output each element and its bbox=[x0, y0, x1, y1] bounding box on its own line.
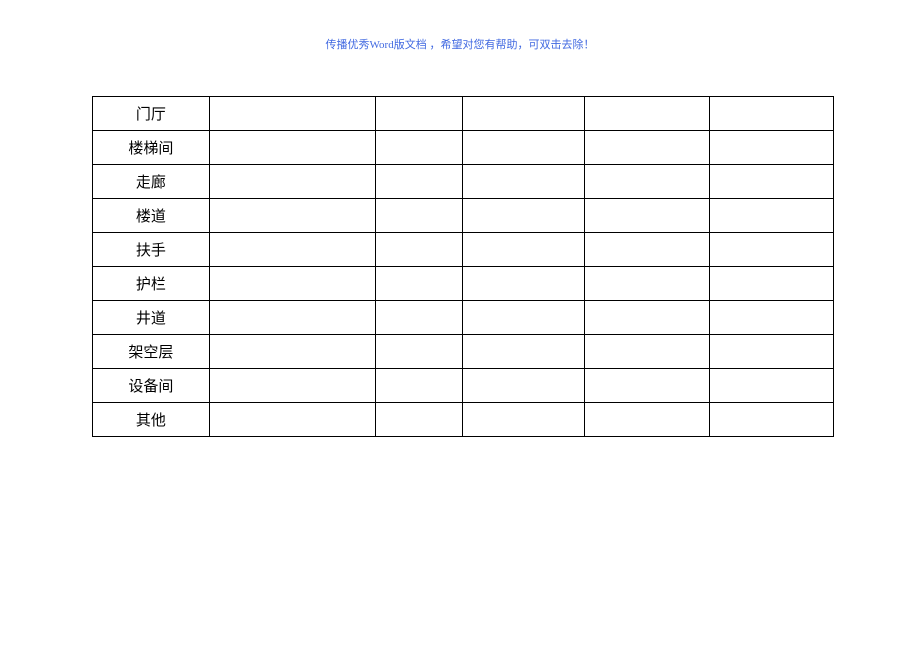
table-cell bbox=[585, 403, 710, 437]
row-label: 门厅 bbox=[93, 97, 210, 131]
table-cell bbox=[462, 267, 585, 301]
table-cell bbox=[710, 233, 834, 267]
table-cell bbox=[710, 403, 834, 437]
table-row: 楼梯间 bbox=[93, 131, 834, 165]
table-cell bbox=[462, 403, 585, 437]
table-cell bbox=[585, 165, 710, 199]
table-cell bbox=[209, 165, 375, 199]
table-cell bbox=[209, 267, 375, 301]
table-cell bbox=[710, 301, 834, 335]
table-cell bbox=[375, 403, 462, 437]
row-label: 楼梯间 bbox=[93, 131, 210, 165]
row-label: 架空层 bbox=[93, 335, 210, 369]
table-cell bbox=[209, 233, 375, 267]
table-cell bbox=[209, 369, 375, 403]
table-row: 护栏 bbox=[93, 267, 834, 301]
row-label: 井道 bbox=[93, 301, 210, 335]
table-body: 门厅 楼梯间 走廊 bbox=[93, 97, 834, 437]
header-text: 传播优秀Word版文档 ，希望对您有帮助，可双击去除！ bbox=[326, 36, 595, 52]
table-cell bbox=[585, 97, 710, 131]
table-cell bbox=[585, 335, 710, 369]
table-cell bbox=[209, 301, 375, 335]
table-cell bbox=[585, 199, 710, 233]
table-cell bbox=[462, 165, 585, 199]
table-cell bbox=[710, 267, 834, 301]
table-container: 门厅 楼梯间 走廊 bbox=[92, 96, 834, 437]
row-label: 走廊 bbox=[93, 165, 210, 199]
table-row: 架空层 bbox=[93, 335, 834, 369]
row-label: 其他 bbox=[93, 403, 210, 437]
table-cell bbox=[710, 97, 834, 131]
table-cell bbox=[375, 131, 462, 165]
table-cell bbox=[585, 369, 710, 403]
row-label: 护栏 bbox=[93, 267, 210, 301]
table-cell bbox=[462, 301, 585, 335]
table-cell bbox=[375, 335, 462, 369]
table-cell bbox=[209, 335, 375, 369]
table-cell bbox=[375, 267, 462, 301]
table-row: 门厅 bbox=[93, 97, 834, 131]
table-cell bbox=[375, 165, 462, 199]
table-cell bbox=[462, 233, 585, 267]
table-cell bbox=[710, 165, 834, 199]
table-cell bbox=[585, 301, 710, 335]
table-cell bbox=[585, 131, 710, 165]
table-cell bbox=[462, 369, 585, 403]
table-cell bbox=[585, 233, 710, 267]
table-cell bbox=[375, 199, 462, 233]
table-cell bbox=[710, 369, 834, 403]
table-row: 设备间 bbox=[93, 369, 834, 403]
table-cell bbox=[710, 335, 834, 369]
table-cell bbox=[462, 335, 585, 369]
table-cell bbox=[375, 233, 462, 267]
table-cell bbox=[710, 131, 834, 165]
row-label: 扶手 bbox=[93, 233, 210, 267]
table-cell bbox=[462, 199, 585, 233]
table-cell bbox=[209, 199, 375, 233]
table-row: 楼道 bbox=[93, 199, 834, 233]
table-row: 井道 bbox=[93, 301, 834, 335]
table-row: 扶手 bbox=[93, 233, 834, 267]
table-cell bbox=[375, 97, 462, 131]
table-cell bbox=[209, 403, 375, 437]
row-label: 设备间 bbox=[93, 369, 210, 403]
table-cell bbox=[585, 267, 710, 301]
table-cell bbox=[462, 131, 585, 165]
table-cell bbox=[209, 97, 375, 131]
table-row: 走廊 bbox=[93, 165, 834, 199]
table-cell bbox=[462, 97, 585, 131]
table-cell bbox=[209, 131, 375, 165]
row-label: 楼道 bbox=[93, 199, 210, 233]
data-table: 门厅 楼梯间 走廊 bbox=[92, 96, 834, 437]
table-row: 其他 bbox=[93, 403, 834, 437]
table-cell bbox=[375, 301, 462, 335]
table-cell bbox=[375, 369, 462, 403]
table-cell bbox=[710, 199, 834, 233]
